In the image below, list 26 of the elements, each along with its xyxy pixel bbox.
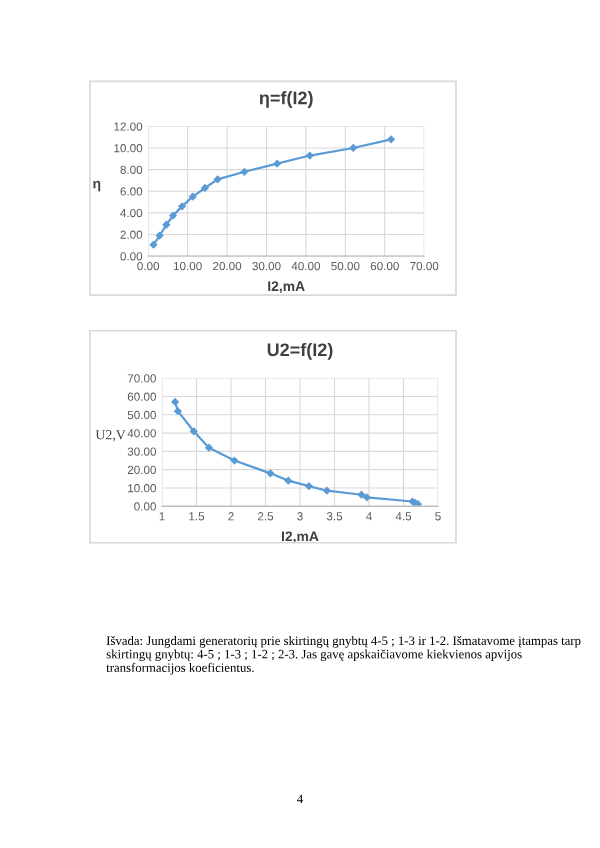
point xyxy=(230,456,238,465)
point xyxy=(169,212,177,220)
point xyxy=(363,493,371,502)
point xyxy=(387,135,395,143)
point xyxy=(323,487,331,495)
point xyxy=(305,482,313,490)
point xyxy=(214,175,222,183)
point xyxy=(306,151,314,160)
point xyxy=(162,221,170,229)
point xyxy=(174,407,182,415)
point xyxy=(201,184,209,192)
point xyxy=(349,144,357,152)
point xyxy=(156,232,164,240)
point xyxy=(273,160,281,168)
point xyxy=(284,477,292,485)
point xyxy=(149,241,158,249)
point xyxy=(205,444,213,452)
point xyxy=(357,491,365,499)
point xyxy=(190,427,198,435)
point xyxy=(178,202,186,210)
chart-title: U2=f(I2) xyxy=(267,342,333,360)
chart-title: η=f(I2) xyxy=(259,91,313,108)
point xyxy=(171,398,179,406)
point xyxy=(240,168,248,176)
point xyxy=(266,469,274,477)
point xyxy=(189,193,197,201)
